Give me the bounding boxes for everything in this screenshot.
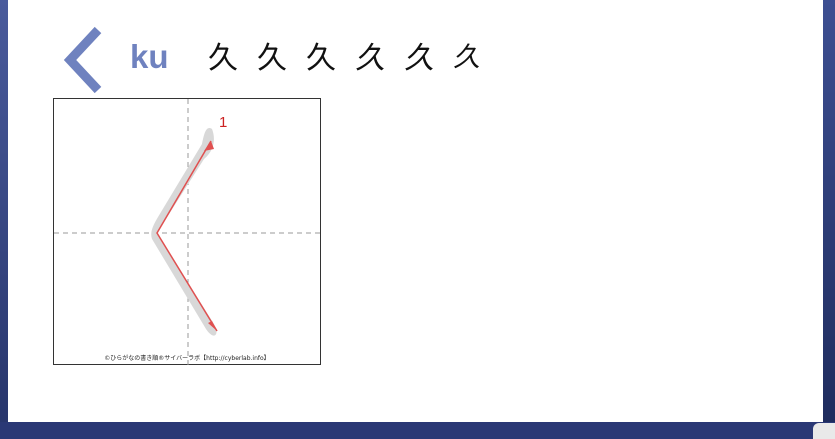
variant-glyph: 久	[453, 42, 480, 73]
kanji-origin-variants: 久 久 久 久 久 久	[208, 44, 480, 74]
arrowhead	[208, 321, 217, 331]
stroke-order-svg: 1	[54, 99, 322, 366]
variant-glyph: 久	[404, 41, 434, 76]
variant-glyph: 久	[306, 41, 336, 76]
left-frame-edge	[0, 0, 8, 439]
stroke-number: 1	[219, 114, 227, 131]
right-frame-edge	[823, 0, 835, 439]
arrow-tail	[204, 141, 214, 151]
kana-stroke-shape	[151, 128, 217, 336]
bottom-bar	[0, 422, 835, 439]
stroke-order-diagram: 1 ©ひらがなの書き順®サイバーラボ【http://cyberlab.info】	[53, 98, 322, 366]
romaji-label: ku	[130, 38, 169, 75]
credit-text: ©ひらがなの書き順®サイバーラボ【http://cyberlab.info】	[104, 355, 270, 362]
corner-button[interactable]	[813, 423, 835, 439]
variant-glyph: 久	[355, 41, 385, 76]
variant-glyph: 久	[208, 41, 238, 76]
stroke-path-arrow	[156, 140, 218, 332]
kana-glyph	[63, 26, 102, 94]
variant-glyph: 久	[257, 41, 287, 76]
